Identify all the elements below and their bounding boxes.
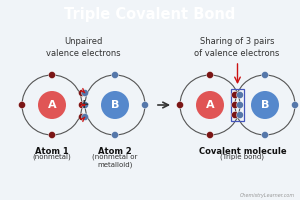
Circle shape — [82, 114, 88, 120]
Circle shape — [79, 114, 86, 120]
Circle shape — [142, 102, 148, 108]
Circle shape — [38, 91, 66, 119]
Text: Triple Covalent Bond: Triple Covalent Bond — [64, 7, 236, 22]
Circle shape — [79, 90, 86, 97]
Text: (nonmetal): (nonmetal) — [33, 154, 71, 160]
Circle shape — [206, 132, 214, 138]
Circle shape — [79, 102, 86, 108]
Circle shape — [236, 102, 244, 108]
Circle shape — [292, 102, 298, 108]
FancyArrowPatch shape — [80, 117, 85, 122]
Circle shape — [262, 132, 268, 138]
Text: B: B — [111, 100, 119, 110]
Text: Unpaired
valence electrons: Unpaired valence electrons — [46, 37, 120, 58]
Text: Atom 2: Atom 2 — [98, 147, 132, 156]
Text: A: A — [206, 100, 214, 110]
Circle shape — [112, 132, 118, 138]
Circle shape — [232, 112, 238, 118]
Text: ChemistryLearner.com: ChemistryLearner.com — [240, 193, 295, 198]
Text: (Triple bond): (Triple bond) — [220, 154, 265, 160]
Text: (nonmetal or
metalloid): (nonmetal or metalloid) — [92, 154, 138, 168]
Circle shape — [101, 91, 129, 119]
Circle shape — [49, 72, 56, 78]
Circle shape — [232, 92, 238, 98]
Text: Sharing of 3 pairs
of valence electrons: Sharing of 3 pairs of valence electrons — [194, 37, 280, 58]
Circle shape — [19, 102, 26, 108]
Circle shape — [206, 72, 214, 78]
Circle shape — [236, 92, 244, 98]
Circle shape — [112, 72, 118, 78]
Text: A: A — [48, 100, 56, 110]
Circle shape — [82, 102, 88, 108]
Circle shape — [236, 112, 244, 118]
Circle shape — [232, 102, 238, 108]
Circle shape — [196, 91, 224, 119]
Text: Atom 1: Atom 1 — [35, 147, 69, 156]
Text: +: + — [78, 98, 89, 112]
Circle shape — [82, 90, 88, 97]
Circle shape — [262, 72, 268, 78]
Circle shape — [251, 91, 279, 119]
FancyArrowPatch shape — [80, 103, 85, 107]
Circle shape — [176, 102, 184, 108]
Text: Covalent molecule: Covalent molecule — [199, 147, 286, 156]
Text: B: B — [261, 100, 269, 110]
FancyArrowPatch shape — [80, 88, 85, 93]
Circle shape — [49, 132, 56, 138]
